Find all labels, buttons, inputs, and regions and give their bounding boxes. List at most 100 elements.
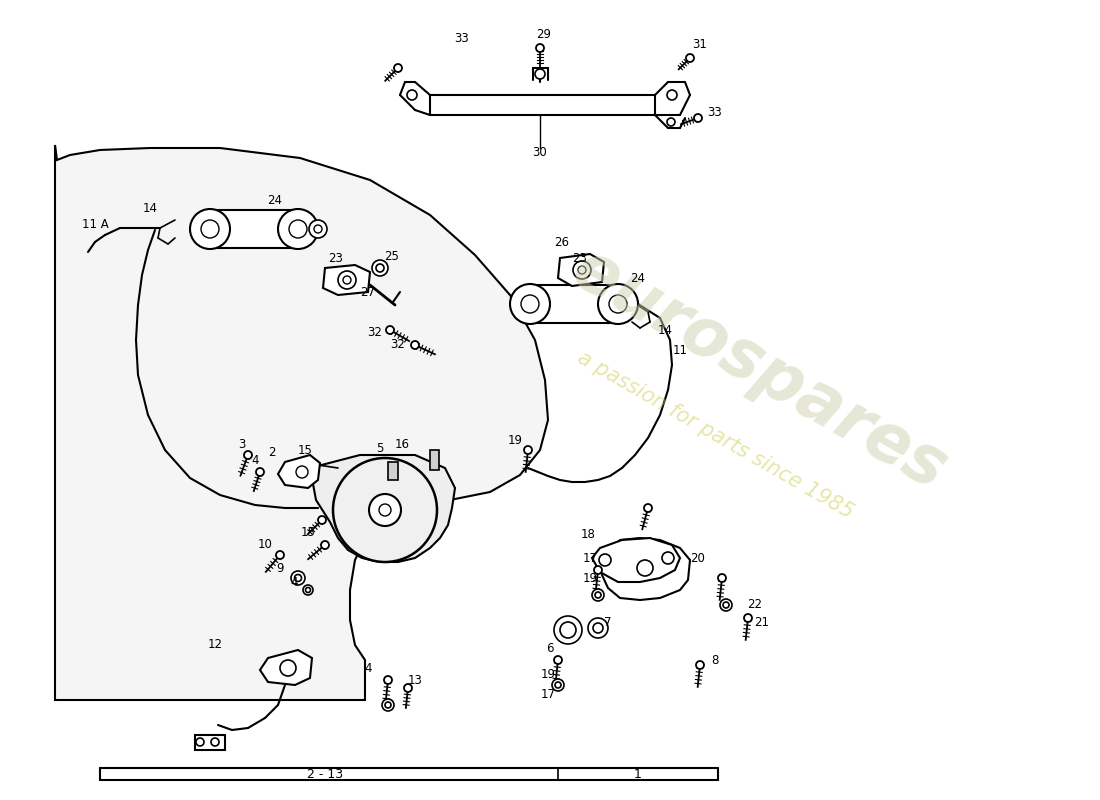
Circle shape <box>593 623 603 633</box>
Circle shape <box>521 295 539 313</box>
Circle shape <box>196 738 204 746</box>
Circle shape <box>524 446 532 454</box>
Circle shape <box>609 295 627 313</box>
Circle shape <box>296 466 308 478</box>
Text: 9: 9 <box>276 562 284 574</box>
Polygon shape <box>55 145 548 700</box>
Circle shape <box>256 468 264 476</box>
Text: 22: 22 <box>748 598 762 611</box>
Circle shape <box>411 341 419 349</box>
Text: 23: 23 <box>573 251 587 265</box>
Text: 6: 6 <box>547 642 553 654</box>
Circle shape <box>723 602 729 608</box>
Text: 29: 29 <box>537 29 551 42</box>
Text: 3: 3 <box>239 438 245 451</box>
Text: 24: 24 <box>630 271 646 285</box>
Circle shape <box>662 552 674 564</box>
Text: 8: 8 <box>712 654 718 666</box>
Circle shape <box>637 560 653 576</box>
Text: 13: 13 <box>408 674 422 686</box>
Text: a passion for parts since 1985: a passion for parts since 1985 <box>573 347 857 522</box>
Text: 2: 2 <box>268 446 276 458</box>
Text: eurospares: eurospares <box>561 236 959 504</box>
Circle shape <box>573 261 591 279</box>
Circle shape <box>667 90 676 100</box>
Text: 14: 14 <box>143 202 157 214</box>
Bar <box>530 285 618 323</box>
Text: 5: 5 <box>376 442 384 454</box>
Polygon shape <box>310 455 455 562</box>
Circle shape <box>594 566 602 574</box>
Circle shape <box>718 574 726 582</box>
Text: 17: 17 <box>540 689 556 702</box>
Circle shape <box>190 209 230 249</box>
Bar <box>430 450 439 470</box>
Circle shape <box>598 284 638 324</box>
Bar <box>388 462 398 480</box>
Text: 26: 26 <box>554 235 570 249</box>
Circle shape <box>372 260 388 276</box>
Text: 33: 33 <box>707 106 723 118</box>
Polygon shape <box>323 265 370 295</box>
Text: 10: 10 <box>257 538 273 551</box>
Circle shape <box>278 209 318 249</box>
Circle shape <box>309 220 327 238</box>
Text: 18: 18 <box>581 529 595 542</box>
Text: 32: 32 <box>390 338 406 351</box>
Text: 15: 15 <box>298 443 312 457</box>
Circle shape <box>667 118 675 126</box>
Text: 11: 11 <box>672 343 688 357</box>
Circle shape <box>244 451 252 459</box>
Polygon shape <box>592 538 680 582</box>
Text: 33: 33 <box>454 31 470 45</box>
Polygon shape <box>602 538 690 600</box>
Circle shape <box>510 284 550 324</box>
Text: 21: 21 <box>755 615 770 629</box>
Bar <box>195 735 226 750</box>
Circle shape <box>554 656 562 664</box>
Text: 14: 14 <box>658 323 672 337</box>
Circle shape <box>280 660 296 676</box>
Text: 15: 15 <box>300 526 316 538</box>
Text: 24: 24 <box>267 194 283 206</box>
Polygon shape <box>278 455 320 488</box>
Text: 19: 19 <box>583 571 597 585</box>
Text: 4: 4 <box>364 662 372 674</box>
Circle shape <box>595 592 601 598</box>
Text: 4: 4 <box>251 454 258 466</box>
Circle shape <box>394 64 402 72</box>
Circle shape <box>302 585 313 595</box>
Circle shape <box>211 738 219 746</box>
Circle shape <box>384 676 392 684</box>
Circle shape <box>696 661 704 669</box>
Circle shape <box>379 504 390 516</box>
Text: 1: 1 <box>634 767 642 781</box>
Text: 11 A: 11 A <box>81 218 109 231</box>
Text: 27: 27 <box>361 286 375 298</box>
Circle shape <box>588 618 608 638</box>
Circle shape <box>276 551 284 559</box>
Text: 30: 30 <box>532 146 548 158</box>
Circle shape <box>201 220 219 238</box>
Text: 25: 25 <box>385 250 399 263</box>
Circle shape <box>314 225 322 233</box>
Circle shape <box>289 220 307 238</box>
Circle shape <box>321 541 329 549</box>
Circle shape <box>744 614 752 622</box>
Circle shape <box>535 69 544 79</box>
Circle shape <box>376 264 384 272</box>
Polygon shape <box>558 254 604 286</box>
Circle shape <box>295 574 301 582</box>
Circle shape <box>552 679 564 691</box>
Circle shape <box>343 276 351 284</box>
Text: 16: 16 <box>395 438 409 451</box>
Circle shape <box>306 587 310 593</box>
Circle shape <box>592 589 604 601</box>
Text: 7: 7 <box>604 615 612 629</box>
Bar <box>210 210 298 248</box>
Circle shape <box>694 114 702 122</box>
Circle shape <box>382 699 394 711</box>
Circle shape <box>386 326 394 334</box>
Circle shape <box>338 271 356 289</box>
Text: 17: 17 <box>583 551 597 565</box>
